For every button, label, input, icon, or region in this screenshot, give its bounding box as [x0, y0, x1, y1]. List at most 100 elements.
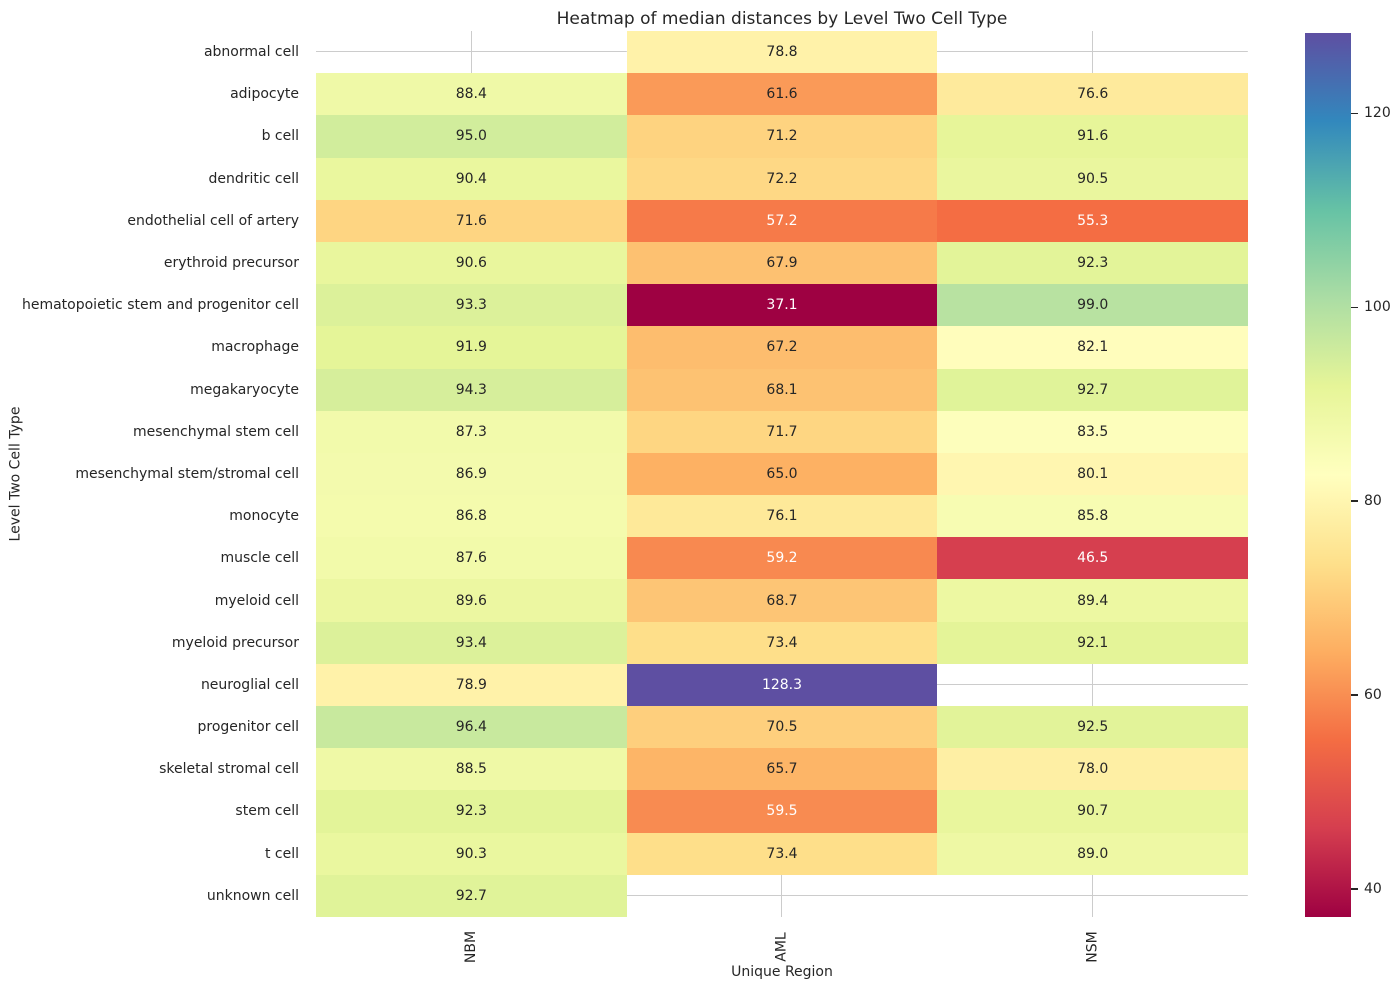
heatmap-cell: 95.0 — [316, 115, 627, 158]
y-tick-label: megakaryocyte — [190, 381, 299, 398]
x-tick-label-text: NSM — [1084, 931, 1101, 963]
heatmap-cell — [316, 31, 627, 74]
y-tick-label: neuroglial cell — [200, 676, 299, 693]
heatmap-cell: 90.3 — [316, 832, 627, 875]
heatmap-cell: 46.5 — [937, 537, 1248, 580]
heatmap-cell: 93.4 — [316, 621, 627, 664]
y-tick-label: monocyte — [229, 508, 299, 525]
heatmap-cell: 78.8 — [626, 31, 938, 74]
colorbar-tick-label: 40 — [1364, 880, 1382, 897]
y-tick-label: abnormal cell — [203, 44, 299, 61]
colorbar-tick-label: 120 — [1364, 105, 1391, 122]
colorbar-tick-label: 100 — [1364, 299, 1391, 316]
heatmap-cell: 94.3 — [316, 368, 627, 411]
heatmap-cell: 87.3 — [316, 410, 627, 453]
heatmap-cell: 70.5 — [626, 706, 938, 749]
heatmap-cell: 91.9 — [316, 326, 627, 369]
x-axis-title: Unique Region — [731, 964, 833, 980]
colorbar-tick-mark — [1351, 500, 1358, 502]
colorbar: 40 60 80 100 120 — [1305, 33, 1391, 917]
heatmap-cell: 59.2 — [626, 537, 938, 580]
chart-title: Heatmap of median distances by Level Two… — [556, 9, 1008, 29]
y-tick-label: dendritic cell — [208, 170, 299, 187]
heatmap-cell: 55.3 — [937, 199, 1248, 242]
heatmap-cell: 57.2 — [626, 199, 938, 242]
heatmap-cell: 91.6 — [937, 115, 1248, 158]
heatmap-cell: 92.7 — [937, 368, 1248, 411]
y-tick-label: myeloid cell — [214, 592, 299, 609]
y-tick-label: endothelial cell of artery — [127, 212, 299, 229]
heatmap-cell: 76.6 — [937, 73, 1248, 116]
heatmap-cell: 90.6 — [316, 241, 627, 285]
heatmap-cell: 92.7 — [316, 874, 627, 917]
heatmap-cell: 61.6 — [626, 73, 938, 116]
heatmap-cell: 76.1 — [626, 495, 938, 538]
heatmap-cell: 59.5 — [626, 790, 938, 833]
heatmap-cell: 68.7 — [626, 579, 938, 622]
heatmap-cell: 65.7 — [626, 748, 938, 791]
y-tick-label: erythroid precursor — [163, 255, 299, 272]
heatmap-cell: 37.1 — [626, 284, 938, 327]
y-tick-label: mesenchymal stem cell — [132, 423, 299, 440]
heatmap-cell: 85.8 — [937, 495, 1248, 538]
y-tick-label: muscle cell — [220, 550, 299, 567]
heatmap-cell: 88.5 — [316, 748, 627, 791]
heatmap-cell: 71.7 — [626, 410, 938, 453]
heatmap-cell: 73.4 — [626, 621, 938, 664]
heatmap-cell: 67.9 — [626, 241, 938, 285]
heatmap-cell: 90.4 — [316, 157, 627, 200]
colorbar-tick-mark — [1351, 306, 1358, 308]
heatmap-cell: 87.6 — [316, 537, 627, 580]
y-tick-label: progenitor cell — [197, 719, 299, 736]
heatmap-cell: 92.1 — [937, 621, 1248, 664]
heatmap-cell: 92.3 — [316, 790, 627, 833]
heatmap-cell: 92.3 — [937, 241, 1248, 285]
colorbar-tick-mark — [1351, 694, 1358, 696]
heatmap-cell: 71.2 — [626, 115, 938, 158]
heatmap-cell: 71.6 — [316, 199, 627, 242]
y-tick-label: b cell — [261, 128, 299, 145]
colorbar-tick-mark — [1351, 112, 1358, 115]
y-tick-label: myeloid precursor — [171, 634, 299, 651]
y-tick-label: t cell — [264, 845, 299, 862]
heatmap-cell: 86.9 — [316, 452, 627, 496]
heatmap-cell: 99.0 — [937, 284, 1248, 327]
x-tick-label-text: AML — [774, 932, 790, 962]
heatmap-cell: 80.1 — [937, 452, 1248, 496]
heatmap-cell: 93.3 — [316, 284, 627, 327]
heatmap-cell: 78.0 — [937, 748, 1248, 791]
heatmap-cell: 92.5 — [937, 706, 1248, 749]
heatmap-cell: 89.0 — [937, 832, 1248, 875]
colorbar-tick-mark — [1351, 888, 1358, 890]
heatmap-cell — [937, 874, 1248, 917]
heatmap-cell: 90.7 — [937, 790, 1248, 833]
y-tick-label: stem cell — [235, 803, 299, 820]
heatmap-cell: 72.2 — [626, 157, 938, 200]
heatmap-cell: 96.4 — [316, 706, 627, 749]
x-tick-label-text: NBM — [463, 930, 480, 964]
heatmap-cell: 82.1 — [937, 326, 1248, 369]
heatmap-cell — [937, 31, 1248, 74]
y-tick-label: mesenchymal stem/stromal cell — [75, 465, 299, 482]
y-tick-label: skeletal stromal cell — [159, 761, 299, 778]
colorbar-gradient — [1305, 33, 1351, 917]
y-tick-label: hematopoietic stem and progenitor cell — [21, 297, 299, 314]
heatmap-cell: 83.5 — [937, 410, 1248, 453]
colorbar-tick-label: 60 — [1364, 687, 1382, 704]
colorbar-tick-label: 80 — [1364, 493, 1382, 510]
heatmap-cell: 78.9 — [316, 663, 627, 706]
heatmap-cell: 86.8 — [316, 495, 627, 538]
heatmap-cell: 89.4 — [937, 579, 1248, 622]
y-tick-label: adipocyte — [230, 86, 299, 103]
heatmap-cell: 65.0 — [626, 452, 938, 496]
heatmap-cell: 89.6 — [316, 579, 627, 622]
heatmap-cell: 67.2 — [626, 326, 938, 369]
y-tick-label: unknown cell — [206, 887, 299, 904]
heatmap-cell: 73.4 — [626, 832, 938, 875]
heatmap-cell — [626, 874, 938, 917]
heatmap-cell: 68.1 — [626, 368, 938, 411]
y-tick-labels: abnormal cell adipocyte b cell dendritic ce… — [0, 31, 308, 917]
heatmap-cell: 128.3 — [626, 663, 938, 706]
heatmap-grid: 78.8 88.4 61.6 76.6 95.0 71.2 91.6 90.4 72.2 90.5… — [316, 31, 1248, 917]
